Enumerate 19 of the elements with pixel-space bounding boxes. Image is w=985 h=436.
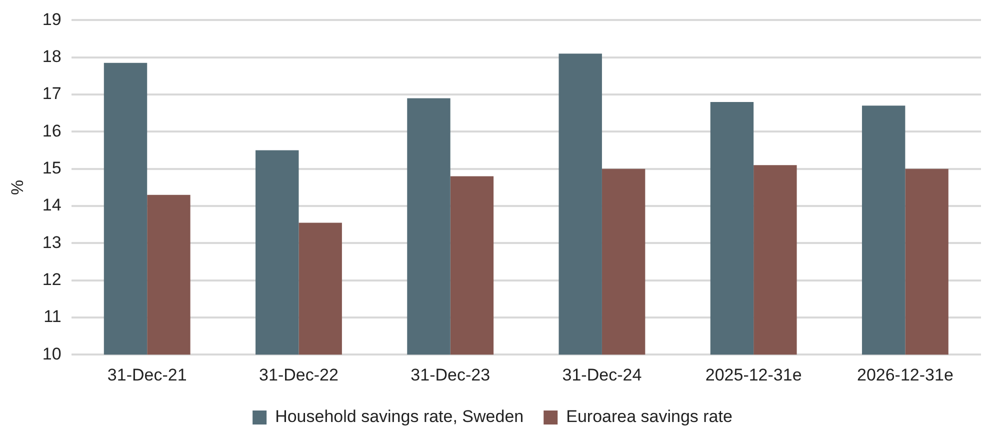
y-tick-label: 18: [42, 47, 62, 66]
y-tick-label: 17: [42, 84, 62, 104]
x-tick-label: 31-Dec-23: [410, 365, 490, 384]
y-tick-label: 15: [42, 158, 62, 178]
x-tick-label: 31-Dec-24: [562, 365, 642, 384]
y-tick-label: 13: [42, 232, 62, 252]
y-tick-label: 10: [42, 344, 62, 364]
y-tick-label: 14: [42, 196, 62, 215]
x-tick-label: 31-Dec-21: [107, 365, 187, 384]
y-axis-title: %: [8, 180, 27, 195]
y-tick-label: 16: [42, 121, 62, 140]
y-tick-label: 11: [44, 307, 62, 326]
x-tick-label: 2025-12-31e: [705, 365, 802, 384]
y-tick-label: 12: [42, 270, 62, 289]
x-tick-label: 31-Dec-22: [259, 365, 338, 384]
y-tick-label: 19: [42, 10, 62, 29]
legend-label: Household savings rate, Sweden: [275, 407, 524, 426]
legend-label: Euroarea savings rate: [566, 407, 732, 426]
x-tick-label: 2026-12-31e: [856, 365, 954, 384]
